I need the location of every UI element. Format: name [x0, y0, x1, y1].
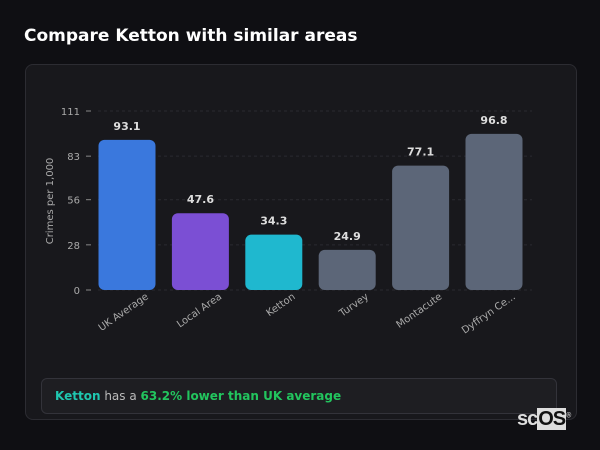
data-label: 24.9: [334, 230, 361, 243]
x-tick-label: Turvey: [337, 291, 371, 320]
bar[interactable]: [392, 165, 450, 290]
summary-stat: 63.2% lower than UK average: [140, 389, 342, 403]
x-tick-label: Local Area: [175, 291, 224, 330]
data-label: 96.8: [480, 114, 507, 127]
bar[interactable]: [171, 213, 229, 290]
y-tick-label: 0: [74, 286, 80, 297]
bar[interactable]: [98, 139, 156, 290]
x-tick-label: Montacute: [395, 291, 445, 330]
x-tick-label: Dyffryn Ce...: [460, 291, 518, 336]
bar[interactable]: [465, 133, 523, 290]
y-tick-label: 56: [67, 196, 80, 207]
summary-text: has a: [100, 389, 141, 403]
data-label: 47.6: [187, 193, 214, 206]
y-axis-label: Crimes per 1,000: [45, 158, 56, 245]
data-label: 34.3: [260, 215, 287, 228]
x-tick-label: Ketton: [265, 291, 298, 319]
y-tick-label: 83: [67, 152, 80, 163]
bar[interactable]: [245, 234, 303, 290]
summary-box: Ketton has a 63.2% lower than UK average: [41, 378, 557, 414]
page-title: Compare Ketton with similar areas: [24, 26, 358, 46]
x-tick-label: UK Average: [97, 291, 151, 333]
data-label: 93.1: [113, 120, 140, 133]
y-tick-label: 28: [67, 241, 80, 252]
summary-place: Ketton: [55, 389, 101, 403]
bar[interactable]: [318, 249, 376, 290]
y-tick-label: 111: [61, 107, 80, 118]
scos-logo: scOS®: [517, 408, 571, 430]
data-label: 77.1: [407, 146, 434, 159]
